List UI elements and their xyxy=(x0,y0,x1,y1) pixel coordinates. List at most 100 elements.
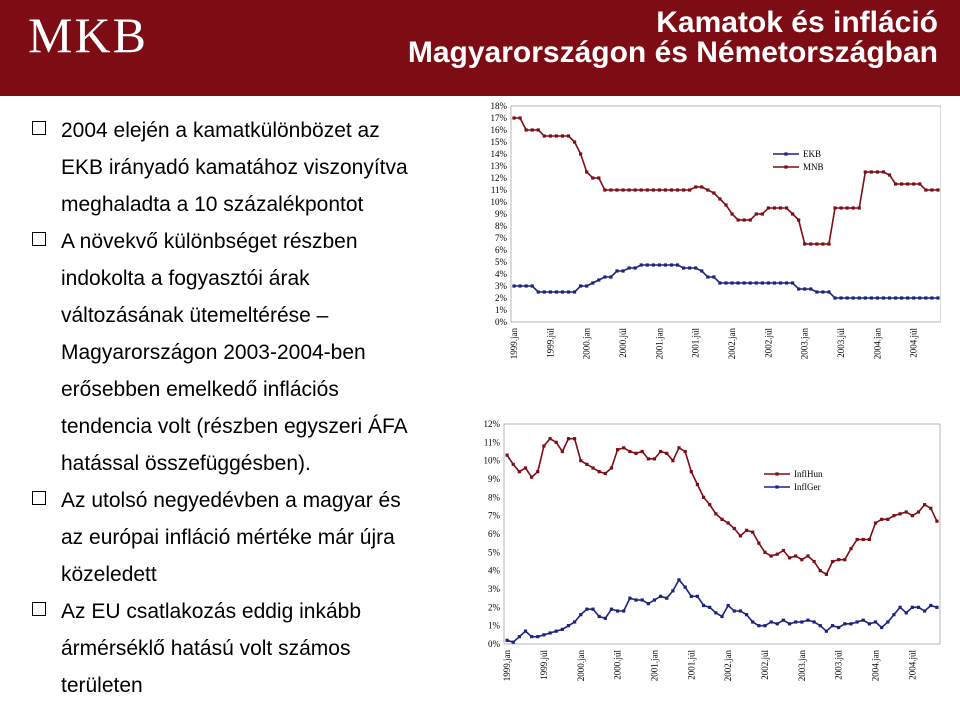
data-point-mnb xyxy=(906,182,910,186)
data-point-mnb xyxy=(760,212,764,216)
data-point-ekb xyxy=(924,296,928,300)
y-tick-label: 10% xyxy=(491,197,508,207)
data-point-ekb xyxy=(766,281,770,285)
data-point-inflhun xyxy=(530,475,534,479)
mkb-logo: MKB xyxy=(28,7,148,63)
data-point-inflger xyxy=(800,620,804,624)
policy-rate-chart: 0% 1% 2% 3% 4% 5% 6% 7% 8% 9% 10% 11% 12% 13% 14% 15% 16… xyxy=(491,101,942,359)
plot-area xyxy=(503,423,941,645)
data-point-mnb xyxy=(639,188,643,192)
data-point-inflger xyxy=(751,620,755,624)
data-point-ekb xyxy=(524,284,528,288)
data-point-inflhun xyxy=(873,521,878,525)
data-point-inflhun xyxy=(542,444,546,448)
data-point-mnb xyxy=(930,188,934,192)
data-point-ekb xyxy=(742,281,746,285)
data-point-ekb xyxy=(791,281,795,285)
data-point-ekb xyxy=(815,290,819,294)
data-point-inflhun xyxy=(781,548,786,553)
data-point-mnb xyxy=(809,242,813,246)
data-point-mnb xyxy=(669,188,674,192)
data-point-ekb xyxy=(754,281,758,285)
data-point-ekb xyxy=(881,296,886,300)
data-point-inflhun xyxy=(837,558,841,562)
data-point-mnb xyxy=(657,188,661,192)
data-point-mnb xyxy=(530,128,534,132)
data-point-inflhun xyxy=(573,437,577,441)
data-point-inflhun xyxy=(616,448,620,452)
data-point-ekb xyxy=(682,266,686,270)
y-tick-label: 0% xyxy=(495,317,508,327)
data-point-mnb xyxy=(554,134,559,138)
data-point-inflhun xyxy=(800,558,804,562)
data-point-inflger xyxy=(536,635,540,639)
bullet-line: tendencia volt (részben egyszeri ÁFA xyxy=(61,415,408,438)
data-point-inflhun xyxy=(536,470,540,474)
x-tick-label: 1999.júl xyxy=(545,328,555,358)
data-point-mnb xyxy=(579,152,583,156)
data-point-inflhun xyxy=(628,449,632,454)
data-point-mnb xyxy=(572,140,577,144)
data-point-ekb xyxy=(615,269,619,273)
data-point-ekb xyxy=(839,296,843,300)
data-point-inflhun xyxy=(622,446,626,450)
x-tick-label: 2002.júl xyxy=(760,650,770,680)
x-tick-label: 2000.jan xyxy=(576,650,586,682)
policy-rate-chart-panel: 0% 1% 2% 3% 4% 5% 6% 7% 8% 9% 10% 11% 12% 13% 14% 15% 16… xyxy=(481,96,942,376)
data-point-ekb xyxy=(579,284,583,288)
x-tick-label: 2002.júl xyxy=(763,328,773,358)
data-point-inflger xyxy=(597,614,601,619)
x-tick-label: 2004.júl xyxy=(907,650,917,680)
y-tick-label: 5% xyxy=(495,257,508,267)
data-point-inflger xyxy=(542,633,546,637)
x-tick-label: 2000.júl xyxy=(613,650,623,680)
data-point-inflger xyxy=(714,611,718,615)
data-point-inflhun xyxy=(585,462,589,466)
data-point-ekb xyxy=(627,266,631,270)
data-point-inflger xyxy=(652,598,657,602)
bullet-item: A növekvő különbséget részben indokolta a… xyxy=(32,223,472,482)
data-point-ekb xyxy=(851,296,855,300)
data-point-mnb xyxy=(700,185,704,189)
data-point-inflger xyxy=(579,613,583,617)
legend-marker xyxy=(775,485,779,489)
y-tick-label: 3% xyxy=(495,281,508,291)
data-point-inflhun xyxy=(744,528,749,532)
data-point-inflhun xyxy=(830,559,835,564)
data-point-ekb xyxy=(869,296,873,300)
data-point-mnb xyxy=(803,242,807,246)
data-point-inflger xyxy=(935,605,939,609)
data-point-inflhun xyxy=(646,457,650,461)
data-point-inflger xyxy=(628,596,632,600)
data-point-mnb xyxy=(887,173,892,177)
y-tick-label: 2% xyxy=(488,602,501,612)
data-point-inflhun xyxy=(652,457,657,461)
data-point-mnb xyxy=(863,170,867,174)
data-point-mnb xyxy=(791,212,795,216)
y-tick-label: 1% xyxy=(495,305,508,315)
data-point-inflhun xyxy=(665,451,669,455)
page-title: Kamatok és infláció Magyarországon és Né… xyxy=(408,8,938,68)
data-point-mnb xyxy=(936,188,940,192)
bullet-list: 2004 elején a kamatkülönbözet az EKB irán… xyxy=(32,112,472,704)
data-point-inflhun xyxy=(898,512,902,516)
data-point-ekb xyxy=(772,281,777,285)
data-point-ekb xyxy=(730,281,734,285)
data-point-inflhun xyxy=(806,554,810,558)
data-point-mnb xyxy=(857,206,861,210)
data-point-inflhun xyxy=(505,453,509,457)
bullet-line: Magyarországon 2003-2004-ben xyxy=(61,341,366,364)
bullet-line: A növekvő különbséget részben xyxy=(61,230,358,253)
data-point-inflhun xyxy=(910,514,914,518)
data-point-inflger xyxy=(622,609,626,613)
y-tick-label: 13% xyxy=(491,161,508,171)
data-point-mnb xyxy=(627,188,631,192)
data-point-inflhun xyxy=(511,462,515,466)
data-point-inflger xyxy=(763,624,767,628)
bullet-line: 2004 elején a kamatkülönbözet az xyxy=(61,119,380,142)
data-point-inflhun xyxy=(677,446,681,450)
data-point-ekb xyxy=(712,275,716,279)
y-tick-label: 8% xyxy=(488,492,501,502)
data-point-inflger xyxy=(646,602,650,606)
data-point-ekb xyxy=(560,290,565,294)
